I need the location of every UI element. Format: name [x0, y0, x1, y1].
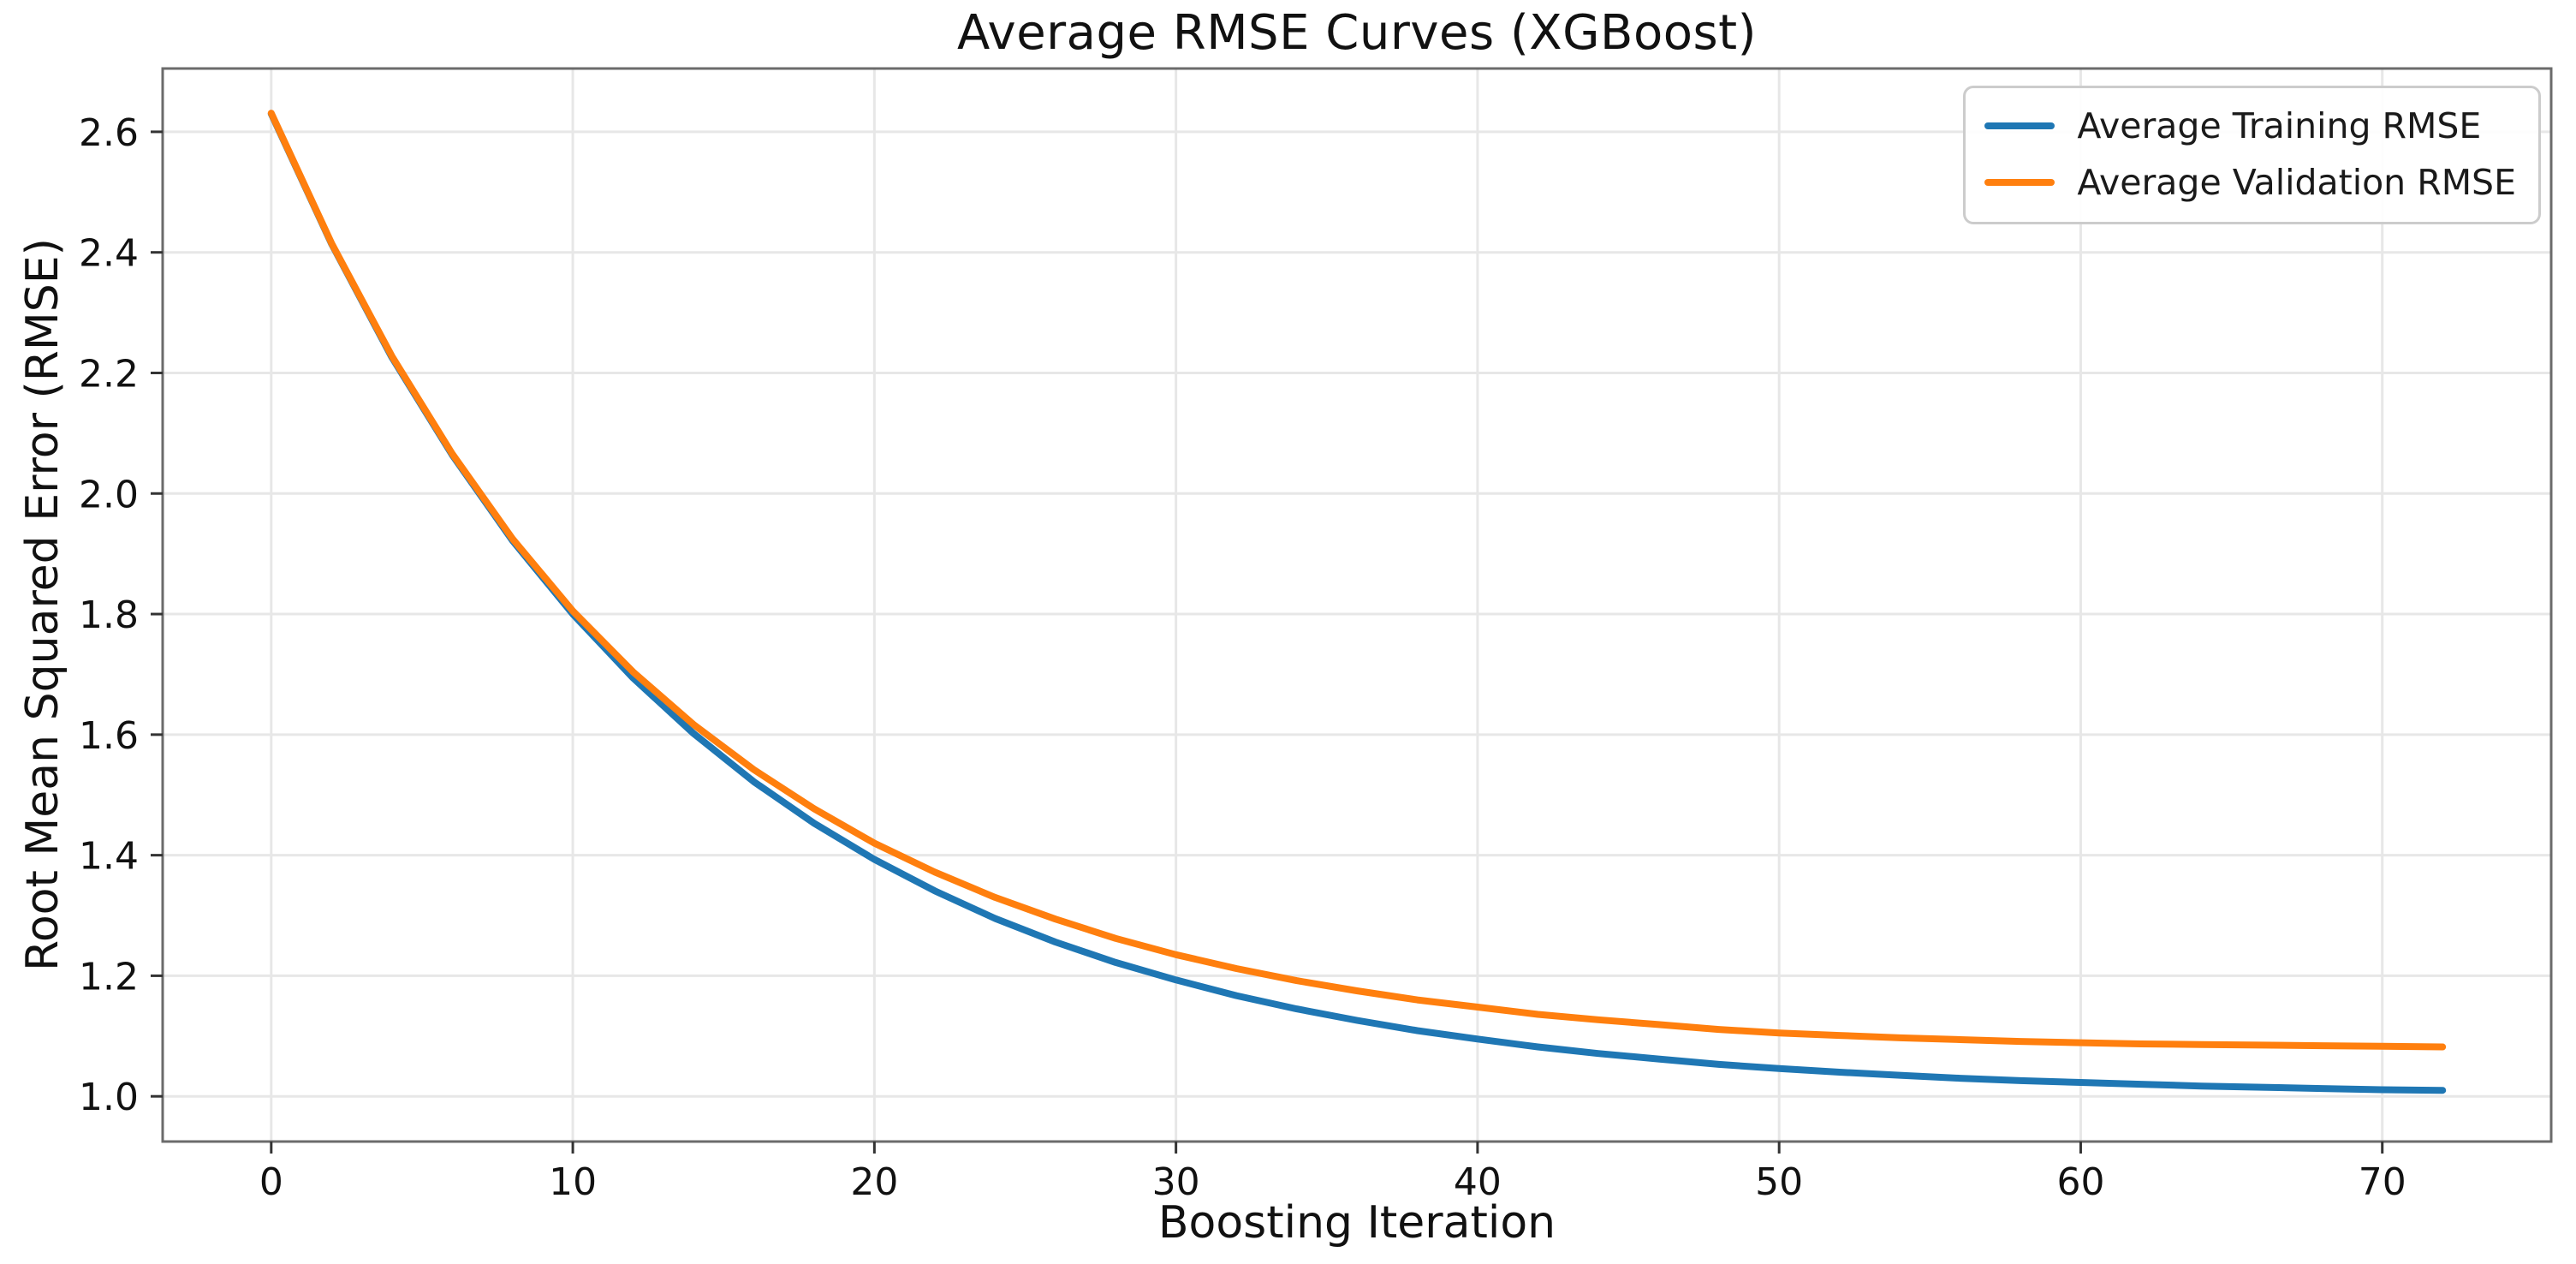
y-tick-label: 1.8 — [79, 593, 139, 637]
axes-spines — [161, 67, 2553, 1143]
y-tick-label: 2.0 — [79, 473, 139, 516]
y-tick-label: 1.4 — [79, 835, 139, 879]
series-line-1 — [267, 110, 2447, 1051]
x-tick-label: 70 — [2359, 1160, 2406, 1204]
y-tick-label: 2.6 — [79, 111, 139, 155]
y-tick-label: 1.6 — [79, 714, 139, 758]
y-tick-label: 2.4 — [79, 232, 139, 276]
validation-line-swatch — [1984, 179, 2055, 186]
y-tick-label: 2.2 — [79, 352, 139, 396]
x-axis-label: Boosting Iteration — [1157, 1197, 1556, 1249]
chart-title: Average RMSE Curves (XGBoost) — [957, 5, 1757, 61]
series-line-0 — [267, 110, 2447, 1094]
y-tick-label: 1.2 — [79, 955, 139, 999]
legend-label-validation: Average Validation RMSE — [2077, 162, 2516, 203]
x-tick-label: 40 — [1454, 1160, 1502, 1204]
series-lines — [267, 110, 2447, 1094]
legend-item-training: Average Training RMSE — [1984, 105, 2516, 146]
y-tick-label: 1.0 — [79, 1076, 139, 1119]
x-tick-label: 30 — [1152, 1160, 1200, 1204]
axis-ticks: 0 10 20 30 40 50 60 70 1.0 1.2 1.4 1.6 1.8 2.0 2.2 2.4 2… — [79, 111, 2406, 1204]
legend-item-validation: Average Validation RMSE — [1984, 162, 2516, 203]
x-tick-label: 20 — [850, 1160, 898, 1204]
legend-label-training: Average Training RMSE — [2077, 105, 2482, 146]
gridlines — [163, 69, 2551, 1142]
x-tick-label: 60 — [2056, 1160, 2104, 1204]
x-tick-label: 10 — [549, 1160, 597, 1204]
training-line-swatch — [1984, 122, 2055, 129]
x-tick-label: 0 — [259, 1160, 283, 1204]
legend: Average Training RMSE Average Validation… — [1963, 86, 2541, 224]
x-tick-label: 50 — [1755, 1160, 1803, 1204]
